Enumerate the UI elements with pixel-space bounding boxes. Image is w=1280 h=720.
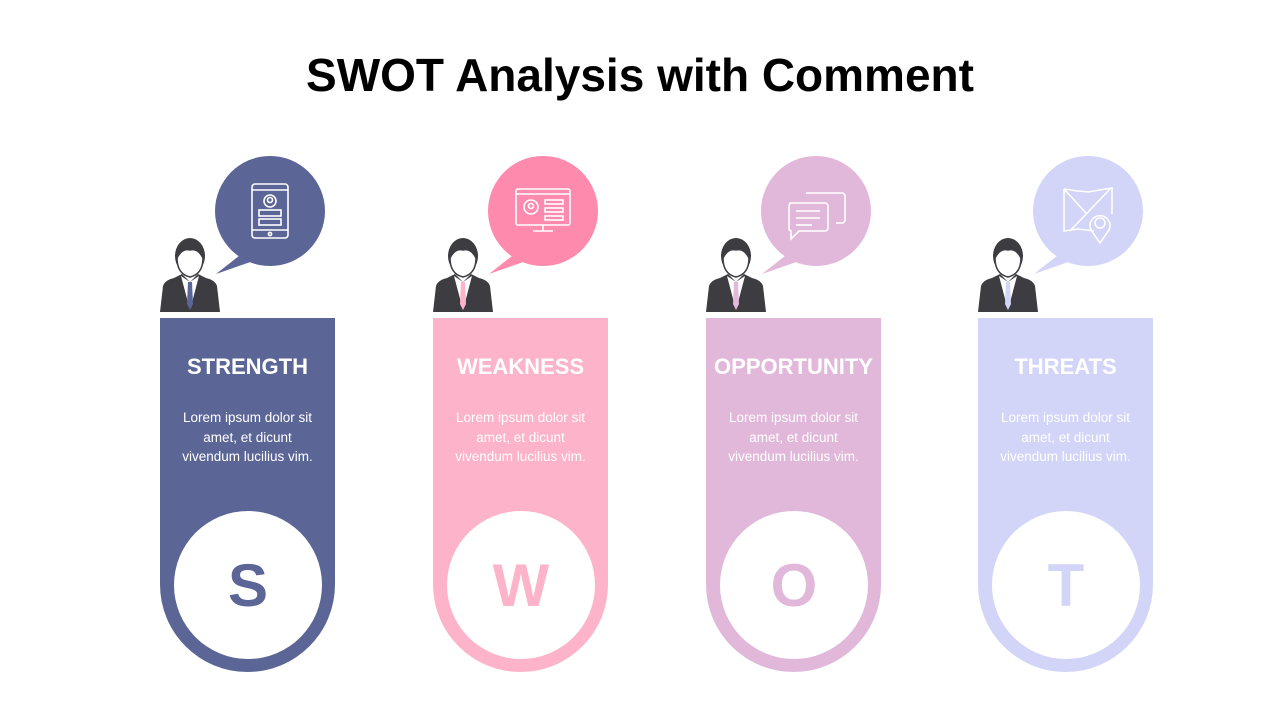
- swot-card: OPPORTUNITY Lorem ipsum dolor sit amet, e…: [706, 318, 881, 672]
- businessman-icon: [160, 238, 220, 312]
- swot-card: THREATS Lorem ipsum dolor sit amet, et di…: [978, 318, 1153, 672]
- letter-circle: W: [447, 511, 595, 659]
- swot-letter: O: [770, 551, 818, 619]
- swot-column-w: WEAKNESS Lorem ipsum dolor sit amet, et d…: [433, 0, 608, 720]
- monitor-profile-icon: [515, 188, 571, 232]
- swot-card: WEAKNESS Lorem ipsum dolor sit amet, et d…: [433, 318, 608, 672]
- letter-circle: S: [174, 511, 322, 659]
- letter-circle: T: [992, 511, 1140, 659]
- card-description: Lorem ipsum dolor sit amet, et dicunt vi…: [182, 410, 313, 464]
- speech-bubble: [488, 156, 598, 274]
- card-heading: THREATS: [1014, 354, 1117, 379]
- card-heading: OPPORTUNITY: [714, 354, 873, 379]
- speech-bubble: [1033, 156, 1143, 274]
- chat-bubbles-icon: [788, 192, 846, 241]
- speech-bubble: [215, 156, 325, 274]
- swot-column-o: OPPORTUNITY Lorem ipsum dolor sit amet, e…: [706, 0, 881, 720]
- letter-circle: O: [720, 511, 868, 659]
- swot-letter: W: [492, 551, 550, 619]
- map-pin-icon: [1063, 187, 1113, 245]
- card-description: Lorem ipsum dolor sit amet, et dicunt vi…: [728, 410, 859, 464]
- card-description: Lorem ipsum dolor sit amet, et dicunt vi…: [455, 410, 586, 464]
- card-heading: STRENGTH: [187, 354, 308, 379]
- speech-bubble: [761, 156, 871, 274]
- tablet-profile-icon: [251, 183, 289, 239]
- swot-card: STRENGTH Lorem ipsum dolor sit amet, et d…: [160, 318, 335, 672]
- card-description: Lorem ipsum dolor sit amet, et dicunt vi…: [1000, 410, 1131, 464]
- swot-letter: T: [1047, 551, 1085, 619]
- swot-column-t: THREATS Lorem ipsum dolor sit amet, et di…: [978, 0, 1153, 720]
- swot-letter: S: [227, 551, 269, 619]
- businessman-icon: [706, 238, 766, 312]
- swot-column-s: STRENGTH Lorem ipsum dolor sit amet, et d…: [160, 0, 335, 720]
- businessman-icon: [433, 238, 493, 312]
- card-heading: WEAKNESS: [456, 354, 585, 379]
- businessman-icon: [978, 238, 1038, 312]
- slide-title: SWOT Analysis with Comment: [306, 49, 974, 101]
